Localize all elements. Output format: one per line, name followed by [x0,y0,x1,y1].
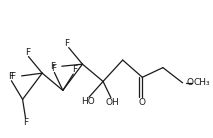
Text: F: F [11,72,16,81]
Text: F: F [51,64,56,73]
Text: CH₃: CH₃ [194,78,211,87]
Text: O: O [139,98,146,107]
Text: O: O [187,78,194,87]
Text: OH: OH [106,98,119,107]
Text: F: F [50,62,55,71]
Text: F: F [72,65,77,75]
Text: F: F [8,72,13,81]
Text: HO: HO [81,97,95,106]
Text: F: F [25,48,30,57]
Text: F: F [65,39,70,48]
Text: F: F [24,118,29,127]
